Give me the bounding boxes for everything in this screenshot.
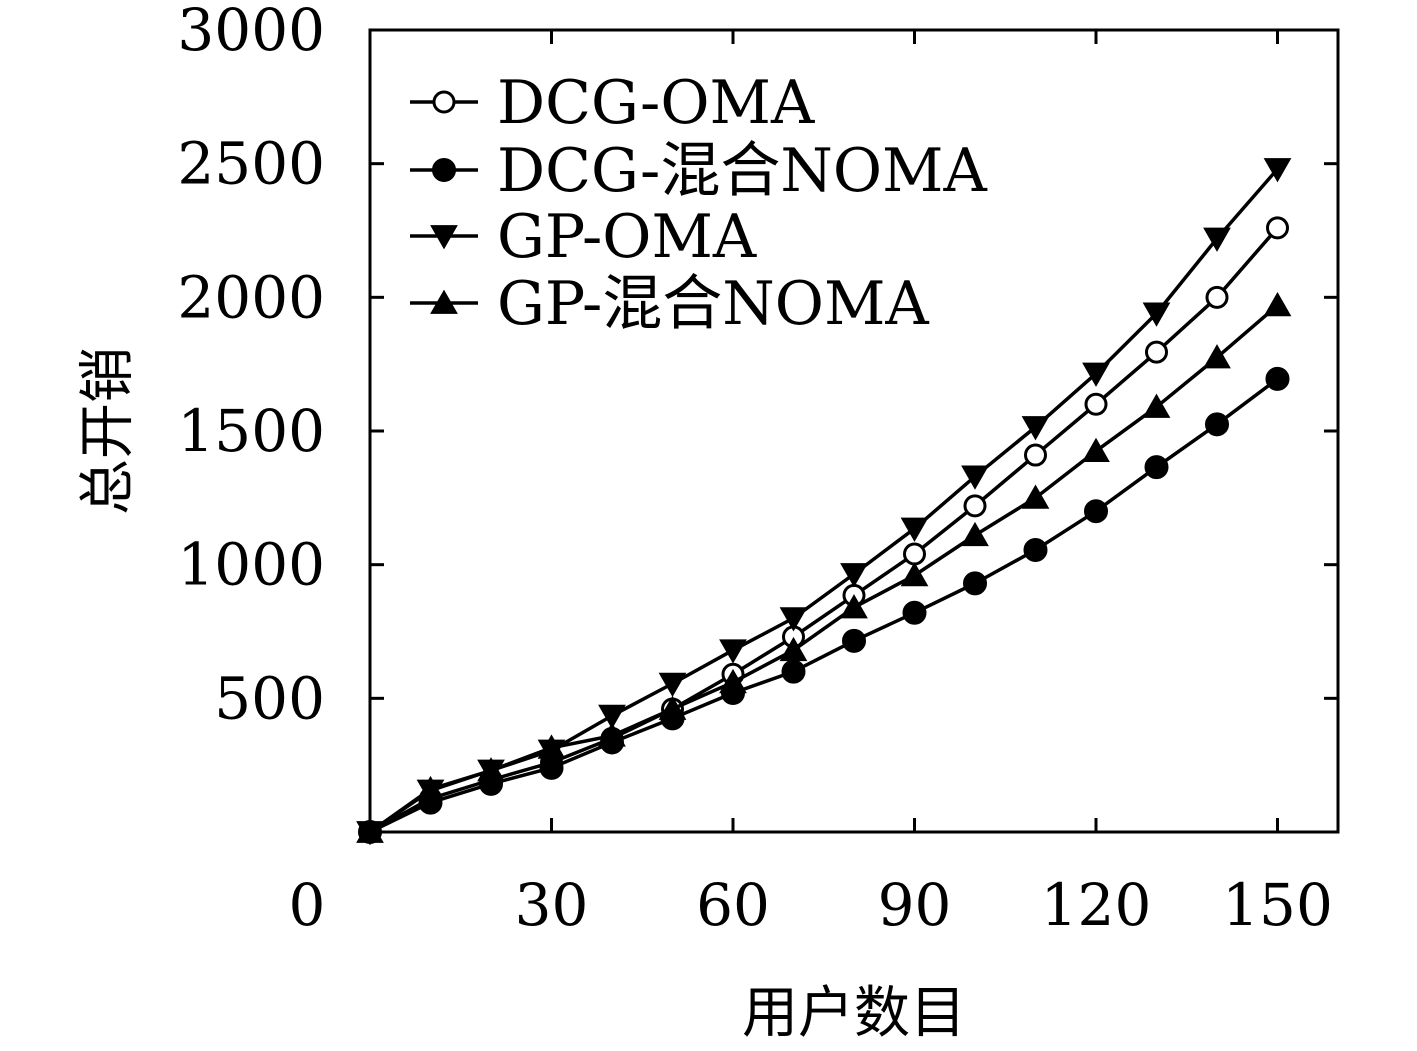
data-point xyxy=(1205,412,1229,437)
data-point xyxy=(1082,362,1110,387)
y-axis-title: 总开销 xyxy=(76,347,141,515)
data-point xyxy=(900,517,929,542)
y-tick-label: 500 xyxy=(214,664,325,732)
series-3 xyxy=(356,291,1292,843)
data-point xyxy=(840,563,868,588)
data-point xyxy=(477,757,505,782)
x-tick-label: 0 xyxy=(289,871,326,939)
legend-item: DCG-OMA xyxy=(410,68,815,138)
data-point xyxy=(1142,393,1171,418)
data-point xyxy=(1265,366,1290,391)
data-point xyxy=(781,659,806,684)
chart-marks xyxy=(356,158,1292,846)
y-tick-label: 3000 xyxy=(177,0,325,64)
data-point xyxy=(779,636,808,662)
data-point xyxy=(1145,340,1168,364)
data-point xyxy=(598,722,626,747)
data-point xyxy=(840,594,868,619)
data-point xyxy=(961,521,989,547)
y-tick-label: 2500 xyxy=(177,130,325,198)
data-point xyxy=(658,672,687,697)
data-point xyxy=(963,494,987,518)
series-line xyxy=(368,304,1279,834)
data-point xyxy=(1023,537,1048,562)
series-line xyxy=(369,377,1279,834)
legend-label: DCG-混合NOMA xyxy=(497,136,987,206)
x-tick-label: 120 xyxy=(1041,871,1152,939)
data-point xyxy=(961,465,989,490)
x-tick-label: 30 xyxy=(515,871,589,939)
data-point xyxy=(1263,291,1292,317)
data-point xyxy=(1203,344,1231,369)
y-axis-ticks: 500 1000 1500 2000 2500 3000 xyxy=(177,0,1338,732)
data-point xyxy=(719,668,747,694)
legend-marker xyxy=(430,289,458,314)
data-point xyxy=(537,734,566,759)
data-point xyxy=(902,600,927,625)
x-tick-label: 150 xyxy=(1222,871,1333,939)
legend-marker xyxy=(432,158,456,182)
data-point xyxy=(1205,285,1229,309)
data-point xyxy=(1142,302,1171,327)
series-line xyxy=(369,226,1279,834)
legend-label: GP-混合NOMA xyxy=(497,269,929,339)
data-point xyxy=(598,704,626,730)
data-point xyxy=(1082,437,1110,462)
data-point xyxy=(1263,158,1292,183)
y-tick-label: 1000 xyxy=(177,531,325,599)
data-point xyxy=(658,695,687,720)
data-point xyxy=(1021,416,1050,441)
legend-item: GP-混合NOMA xyxy=(410,269,929,339)
x-tick-label: 90 xyxy=(878,871,952,939)
data-point xyxy=(1084,392,1108,416)
legend-marker xyxy=(432,90,456,114)
data-point xyxy=(903,542,926,566)
data-point xyxy=(963,571,987,596)
data-point xyxy=(416,775,445,801)
data-point xyxy=(842,628,866,653)
legend-marker xyxy=(430,225,458,250)
data-point xyxy=(1203,227,1231,252)
data-point xyxy=(1144,455,1169,480)
data-point xyxy=(1024,443,1047,467)
legend-item: DCG-混合NOMA xyxy=(410,136,987,206)
legend-item: GP-OMA xyxy=(410,202,757,272)
data-point xyxy=(719,639,747,664)
data-point xyxy=(779,607,808,632)
x-axis-title: 用户数目 xyxy=(742,981,966,1046)
x-tick-label: 60 xyxy=(696,871,770,939)
y-tick-label: 2000 xyxy=(177,263,325,331)
data-point xyxy=(1266,216,1289,240)
data-point xyxy=(1021,484,1050,509)
y-tick-label: 1500 xyxy=(177,397,325,465)
x-axis-ticks: 0 30 60 90 120 150 xyxy=(289,30,1333,939)
data-point xyxy=(900,562,929,587)
legend-label: GP-OMA xyxy=(497,202,757,272)
legend-label: DCG-OMA xyxy=(497,68,815,138)
data-point xyxy=(1084,499,1108,524)
